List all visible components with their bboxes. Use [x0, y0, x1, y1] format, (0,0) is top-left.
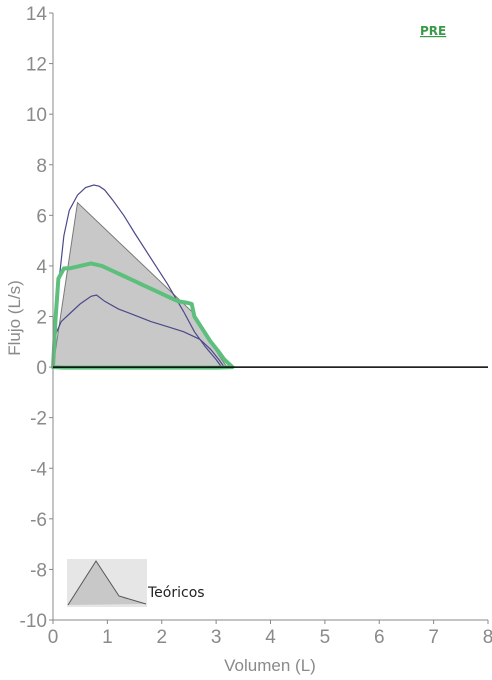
axes [49, 12, 489, 624]
x-tick-label: 0 [48, 627, 59, 648]
y-tick-label: -8 [30, 560, 47, 581]
x-axis-title: Volumen (L) [224, 656, 316, 675]
legend-label: Teóricos [147, 585, 205, 601]
limit-curves-layer [52, 184, 225, 368]
y-axis-title: Flujo (L/s) [5, 280, 24, 356]
x-tick-label: 8 [483, 627, 492, 648]
y-tick-label: 2 [36, 308, 47, 329]
y-tick-label: 8 [36, 156, 47, 177]
x-tick-label: 5 [320, 627, 331, 648]
x-tick-label: 4 [265, 627, 276, 648]
y-tick-label: -4 [30, 459, 47, 480]
x-tick-label: 3 [211, 627, 222, 648]
y-tick-label: -6 [30, 510, 47, 531]
y-tick-label: 4 [36, 257, 47, 278]
x-tick-label: 1 [102, 627, 113, 648]
x-tick-label: 7 [428, 627, 439, 648]
y-tick-label: -2 [30, 409, 47, 430]
y-tick-label: 6 [36, 206, 47, 227]
y-tick-label: 0 [36, 358, 47, 379]
lower-limit-curve [52, 294, 225, 368]
pre-tag: PRE [420, 24, 446, 38]
y-tick-label: 10 [26, 105, 47, 126]
x-tick-label: 6 [374, 627, 385, 648]
upper-limit-curve [52, 184, 223, 368]
x-tick-label: 2 [156, 627, 167, 648]
legend: Teóricos [67, 559, 205, 607]
y-tick-label: 14 [26, 4, 48, 25]
y-tick-label: -10 [20, 611, 47, 632]
y-tick-label: 12 [26, 55, 47, 76]
legend-predicted-icon [67, 560, 147, 606]
